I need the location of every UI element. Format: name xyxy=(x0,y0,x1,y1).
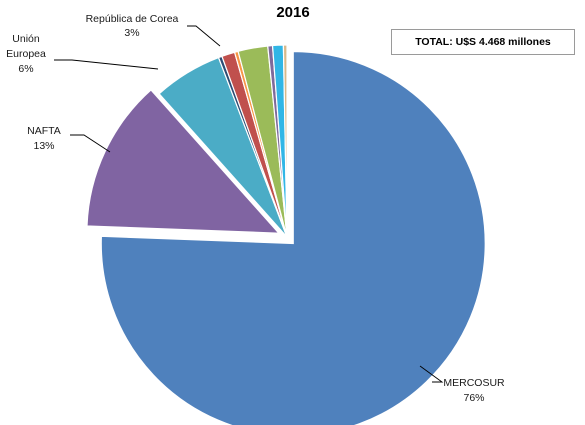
label-mercosur-name: MERCOSUR xyxy=(443,377,505,389)
data-labels: República de Corea 3% Unión Europea 6% N… xyxy=(6,13,505,404)
pie-slice-10 xyxy=(282,44,288,238)
total-label: TOTAL: U$S 4.468 millones xyxy=(415,36,551,48)
label-ue-name-line1: Unión xyxy=(12,33,40,45)
label-corea-pct: 3% xyxy=(124,27,139,39)
leader-line-nafta xyxy=(70,134,111,153)
label-nafta-name: NAFTA xyxy=(27,125,61,137)
pie-slices xyxy=(86,44,486,425)
pie-slice-1 xyxy=(100,50,486,425)
leader-lines xyxy=(54,25,444,383)
chart-title: 2016 xyxy=(276,4,309,21)
pie-slice-2 xyxy=(86,89,281,234)
label-corea-name: República de Corea xyxy=(86,13,179,25)
leader-line-corea xyxy=(187,25,221,47)
leader-line-ue xyxy=(54,59,159,70)
total-box: TOTAL: U$S 4.468 millones xyxy=(391,29,575,55)
label-ue-name-line2: Europea xyxy=(6,48,46,60)
leader-line-mercosur xyxy=(419,365,444,383)
label-ue-pct: 6% xyxy=(18,63,33,75)
label-mercosur-pct: 76% xyxy=(463,392,484,404)
label-nafta-pct: 13% xyxy=(33,140,54,152)
